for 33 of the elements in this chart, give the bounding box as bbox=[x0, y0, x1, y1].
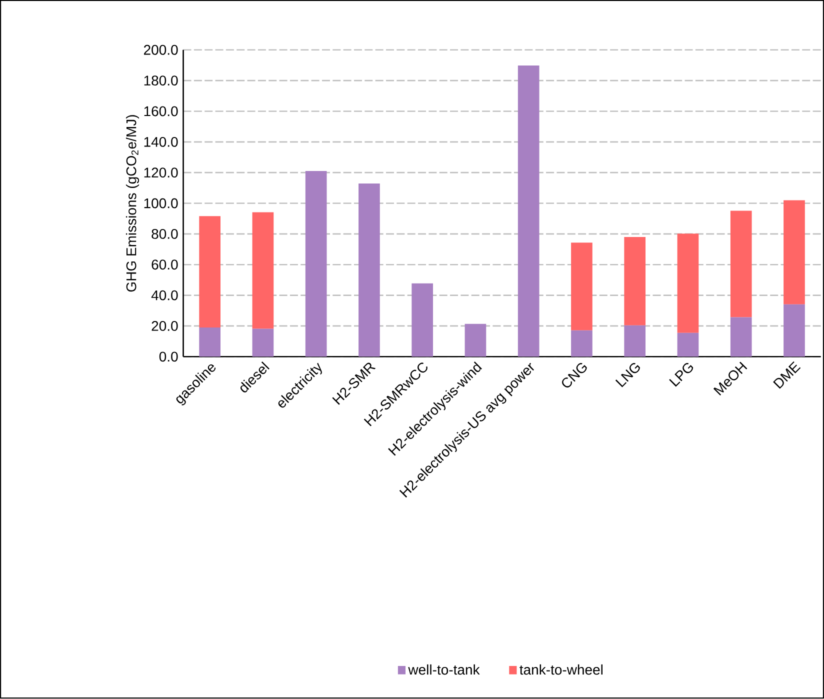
bar bbox=[677, 234, 699, 334]
bar bbox=[730, 317, 752, 357]
y-axis-title: GHG Emissions (gCO$_{2}$e/MJ) bbox=[126, 115, 140, 292]
bar bbox=[518, 66, 540, 357]
y-tick-label: 160.0 bbox=[144, 106, 178, 116]
y-tick-label: 140.0 bbox=[144, 137, 178, 148]
legend-label: tank-to-wheel bbox=[520, 664, 603, 675]
bar bbox=[252, 328, 274, 357]
bar bbox=[624, 326, 646, 357]
bar bbox=[784, 200, 805, 305]
y-tick-label: 100.0 bbox=[144, 198, 178, 208]
bar bbox=[624, 237, 646, 326]
bar bbox=[252, 212, 274, 329]
y-tick-label: 20.0 bbox=[152, 321, 178, 332]
bar bbox=[571, 330, 592, 357]
y-tick-label: 0.0 bbox=[159, 352, 178, 362]
bar bbox=[464, 324, 486, 357]
bar bbox=[677, 333, 699, 357]
y-tick-label: 180.0 bbox=[144, 76, 178, 86]
y-tick-label: 80.0 bbox=[152, 229, 178, 240]
y-tick-label: 40.0 bbox=[151, 290, 178, 300]
bar bbox=[199, 328, 220, 357]
y-tick-label: 200.0 bbox=[144, 45, 178, 56]
bar bbox=[730, 210, 752, 318]
legend-label: well-to-tank bbox=[408, 664, 480, 675]
bar bbox=[571, 242, 592, 331]
bar bbox=[305, 171, 327, 357]
y-tick-label: 60.0 bbox=[152, 260, 178, 270]
bar bbox=[358, 184, 380, 357]
bar bbox=[412, 284, 434, 357]
y-tick-label: 120.0 bbox=[144, 168, 178, 178]
bar bbox=[784, 304, 805, 357]
bar bbox=[199, 216, 220, 328]
